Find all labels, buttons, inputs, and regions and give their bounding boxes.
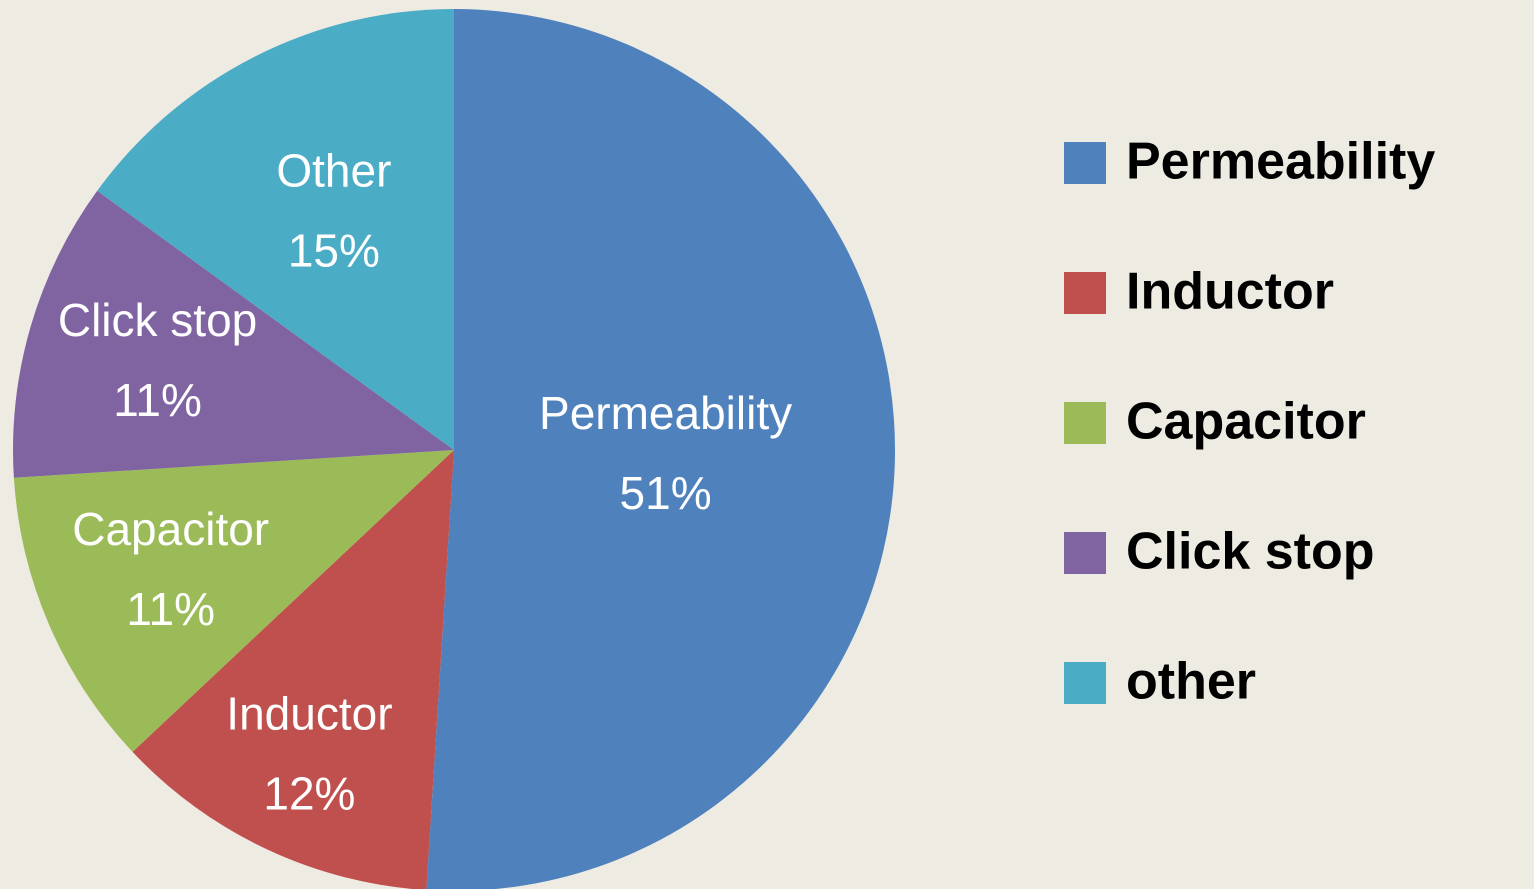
pie-slice bbox=[13, 190, 455, 478]
legend-swatch bbox=[1064, 662, 1106, 704]
legend-label: other bbox=[1126, 653, 1256, 711]
slice-label: Other bbox=[276, 144, 391, 196]
legend-swatch bbox=[1064, 532, 1106, 574]
legend-swatch bbox=[1064, 142, 1106, 184]
legend-swatch bbox=[1064, 402, 1106, 444]
slice-label: Click stop bbox=[58, 294, 257, 346]
legend-swatch bbox=[1064, 272, 1106, 314]
legend-label: Capacitor bbox=[1126, 393, 1366, 451]
pie-slice bbox=[13, 450, 455, 752]
slice-value-label: 51% bbox=[620, 467, 712, 519]
legend-label: Click stop bbox=[1126, 523, 1375, 581]
pie-slice bbox=[132, 450, 454, 889]
pie-slice bbox=[97, 9, 454, 450]
pie-slice bbox=[426, 9, 895, 889]
slice-label: Capacitor bbox=[72, 503, 269, 555]
legend-label: Inductor bbox=[1126, 263, 1334, 321]
slice-value-label: 11% bbox=[126, 583, 215, 635]
slice-label: Inductor bbox=[226, 687, 392, 739]
slice-value-label: 12% bbox=[263, 767, 355, 819]
slice-value-label: 11% bbox=[113, 374, 202, 426]
slice-label: Permeability bbox=[539, 387, 792, 439]
slice-value-label: 15% bbox=[288, 224, 380, 276]
legend-label: Permeability bbox=[1126, 133, 1435, 191]
